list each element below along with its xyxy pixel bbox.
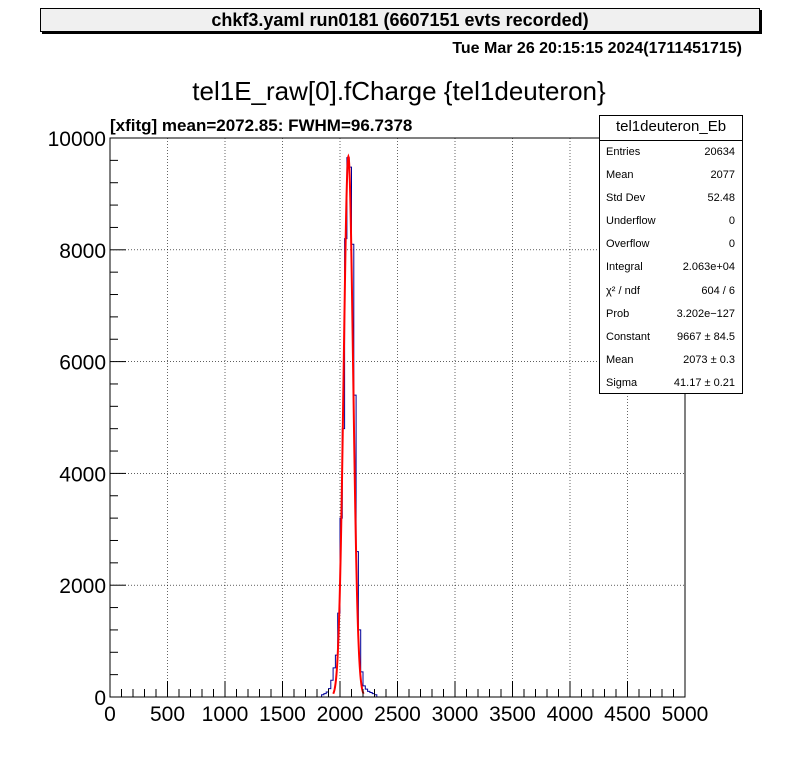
stats-value: 9667 ± 84.5 xyxy=(676,330,735,343)
stats-row: Constant 9667 ± 84.5 xyxy=(600,326,742,349)
stats-value: 604 / 6 xyxy=(701,284,735,297)
timestamp: Tue Mar 26 20:15:15 2024(1711451715) xyxy=(452,40,742,57)
stats-value: 52.48 xyxy=(707,192,735,205)
y-tick-label: 10000 xyxy=(48,128,106,151)
x-tick-label: 4000 xyxy=(547,703,594,726)
stats-key: Prob xyxy=(606,307,630,320)
stats-value: 0 xyxy=(728,215,735,228)
stats-value: 2.063e+04 xyxy=(682,261,735,274)
stats-key: Underflow xyxy=(606,215,656,228)
stats-key: Sigma xyxy=(606,376,638,389)
stats-key: Mean xyxy=(606,353,634,366)
stats-value: 2073 ± 0.3 xyxy=(683,353,735,366)
x-tick-label: 500 xyxy=(150,703,185,726)
x-tick-label: 2000 xyxy=(317,703,364,726)
stats-row: Integral 2.063e+04 xyxy=(600,256,742,279)
stats-key: Overflow xyxy=(606,238,650,251)
header-title: chkf3.yaml run0181 (6607151 evts recorde… xyxy=(211,10,589,30)
x-tick-label: 1000 xyxy=(202,703,249,726)
fit-label: [xfitg] mean=2072.85: FWHM=96.7378 xyxy=(110,116,413,135)
y-tick-label: 6000 xyxy=(59,352,106,375)
x-tick-label: 5000 xyxy=(662,703,709,726)
axis-ticks xyxy=(109,137,686,698)
stats-row: Mean 2073 ± 0.3 xyxy=(600,349,742,372)
y-tick-label: 4000 xyxy=(59,463,106,486)
x-tick-label: 1500 xyxy=(259,703,306,726)
stats-box[interactable]: tel1deuteron_Eb Entries 20634 Mean 2077 Std … xyxy=(599,115,743,394)
histogram-bars xyxy=(321,157,378,697)
stats-value: 0 xyxy=(728,238,735,251)
stats-row: Mean 2077 xyxy=(600,164,742,187)
stats-value: 20634 xyxy=(704,146,735,158)
histogram-title: tel1E_raw[0].fCharge {tel1deuteron} xyxy=(192,76,606,106)
axis-tick-labels: 0 500 1000 1500 2000 2500 3000 3500 4000 4500 5000… xyxy=(48,128,709,726)
y-tick-label: 8000 xyxy=(59,240,106,263)
stats-key: Constant xyxy=(606,330,651,343)
stats-key: Entries xyxy=(606,146,641,158)
stats-row: Overflow 0 xyxy=(600,233,742,256)
fit-curve xyxy=(332,153,365,695)
stats-row: Entries 20634 xyxy=(600,141,742,164)
stats-key: Integral xyxy=(606,261,643,274)
y-tick-label: 0 xyxy=(94,687,106,710)
stats-row: Std Dev 52.48 xyxy=(600,187,742,210)
x-tick-label: 3500 xyxy=(489,703,536,726)
stats-row: Prob 3.202e−127 xyxy=(600,303,742,326)
fit-gaussian-line xyxy=(332,153,365,695)
stats-key: Std Dev xyxy=(606,192,646,205)
stats-value: 2077 xyxy=(710,169,735,182)
stats-key: χ² / ndf xyxy=(606,284,640,297)
stats-value: 3.202e−127 xyxy=(676,307,735,320)
stats-row: Underflow 0 xyxy=(600,210,742,233)
stats-title: tel1deuteron_Eb xyxy=(600,116,742,141)
x-tick-label: 4500 xyxy=(604,703,651,726)
x-tick-label: 0 xyxy=(104,703,116,726)
header-banner: chkf3.yaml run0181 (6607151 evts recorde… xyxy=(40,8,760,32)
stats-row: Sigma 41.17 ± 0.21 xyxy=(600,372,742,395)
x-tick-label: 3000 xyxy=(432,703,479,726)
x-tick-label: 2500 xyxy=(374,703,421,726)
y-tick-label: 2000 xyxy=(59,575,106,598)
stats-row: χ² / ndf 604 / 6 xyxy=(600,280,742,303)
stats-key: Mean xyxy=(606,169,634,182)
histogram-outline xyxy=(321,157,378,697)
stats-value: 41.17 ± 0.21 xyxy=(673,376,735,389)
